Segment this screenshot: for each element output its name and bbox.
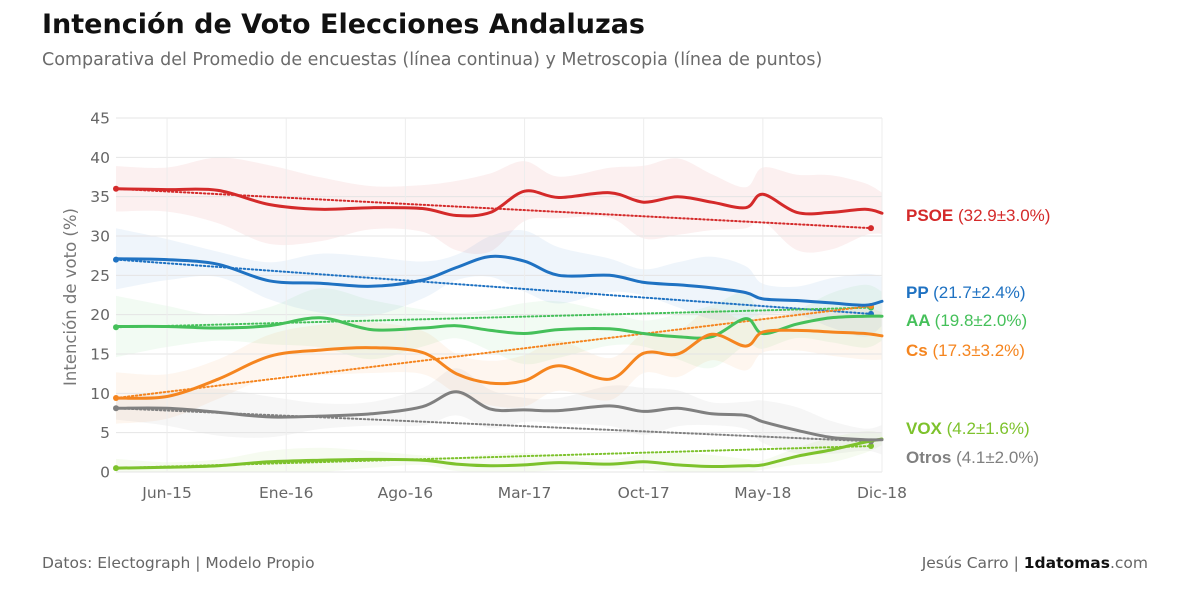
band-pp	[116, 228, 882, 337]
series-name: AA	[906, 311, 935, 330]
x-tick-label: Jun-15	[141, 484, 192, 502]
x-tick-label: Oct-17	[618, 484, 670, 502]
series-result: (4.2±1.6%)	[947, 419, 1030, 438]
band-psoe	[116, 157, 882, 255]
credit-author: Jesús Carro |	[921, 554, 1024, 572]
series-result: (32.9±3.0%)	[958, 206, 1051, 225]
x-tick-label: May-18	[734, 484, 791, 502]
x-tick-label: Ene-16	[259, 484, 313, 502]
series-line-pp	[114, 254, 884, 307]
x-tick-label: Dic-18	[857, 484, 907, 502]
y-tick-label: 15	[90, 346, 110, 364]
series-result: (21.7±2.4%)	[933, 283, 1026, 302]
y-tick-label: 40	[90, 149, 110, 167]
end-label-aa: AA (19.8±2.0%)	[906, 311, 1027, 330]
series-result: (17.3±3.2%)	[932, 341, 1025, 360]
trend-end-point-vox	[868, 443, 874, 450]
trend-end-point-psoe	[868, 225, 874, 232]
x-tick-label: Ago-16	[378, 484, 434, 502]
series-name: VOX	[906, 419, 947, 438]
series-end-labels: PSOE (32.9±3.0%) PP (21.7±2.4%) AA (19.8±2…	[906, 206, 1050, 467]
end-label-otros: Otros (4.1±2.0%)	[906, 448, 1039, 467]
x-axis-ticks: Jun-15 Ene-16 Ago-16 Mar-17 Oct-17 May-18 Dic-…	[141, 484, 907, 502]
end-label-cs: Cs (17.3±3.2%)	[906, 341, 1025, 360]
y-tick-label: 20	[90, 306, 110, 324]
y-axis-label: Intención de voto (%)	[61, 208, 80, 386]
series-name: PP	[906, 283, 933, 302]
y-tick-label: 35	[90, 188, 110, 206]
series-name: PSOE	[906, 206, 958, 225]
y-tick-label: 5	[100, 424, 110, 442]
y-axis-ticks: 0 5 10 15 20 25 30 35 40 45	[90, 110, 110, 482]
series-line-cs	[114, 328, 884, 400]
y-tick-label: 25	[90, 267, 110, 285]
series-line-vox	[114, 437, 884, 470]
series-line-aa	[114, 314, 884, 340]
x-tick-label: Mar-17	[498, 484, 552, 502]
end-label-pp: PP (21.7±2.4%)	[906, 283, 1026, 302]
chart-title: Intención de Voto Elecciones Andaluzas	[42, 9, 645, 40]
trend-line-aa	[115, 306, 872, 329]
y-tick-label: 30	[90, 228, 110, 246]
chart-subtitle: Comparativa del Promedio de encuestas (l…	[42, 50, 822, 70]
series-name: Otros	[906, 448, 956, 467]
trend-line-cs	[115, 305, 872, 400]
end-label-psoe: PSOE (32.9±3.0%)	[906, 206, 1050, 225]
source-note: Datos: Electograph | Modelo Propio	[42, 554, 315, 572]
series-result: (19.8±2.0%)	[935, 311, 1028, 330]
series-result: (4.1±2.0%)	[956, 448, 1039, 467]
average-lines	[114, 187, 884, 470]
trend-line-pp	[115, 258, 872, 315]
series-line-psoe	[114, 187, 884, 218]
credit-domain: .com	[1110, 554, 1148, 572]
y-tick-label: 45	[90, 110, 110, 128]
y-tick-label: 0	[100, 464, 110, 482]
credit: Jesús Carro | 1datomas.com	[921, 554, 1148, 572]
series-name: Cs	[906, 341, 932, 360]
series-line-otros	[114, 390, 884, 442]
credit-brand: 1datomas	[1024, 554, 1110, 572]
y-tick-label: 10	[90, 385, 110, 403]
end-label-vox: VOX (4.2±1.6%)	[906, 419, 1030, 438]
